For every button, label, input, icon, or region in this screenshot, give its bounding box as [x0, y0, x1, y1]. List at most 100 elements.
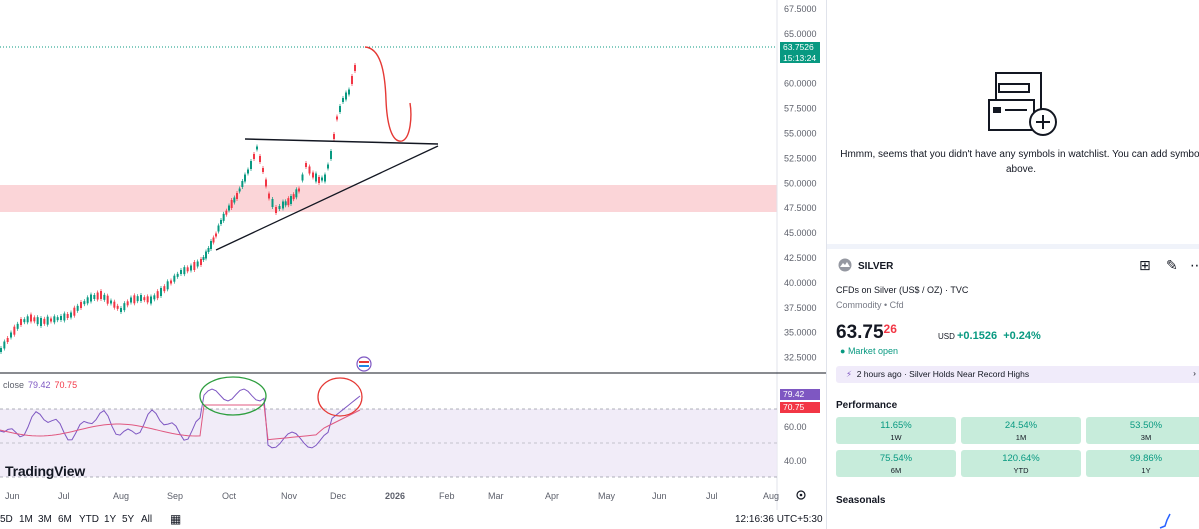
candle	[268, 193, 270, 199]
range-1y-button[interactable]: 1Y	[104, 514, 117, 525]
range-5y-button[interactable]: 5Y	[122, 514, 135, 525]
candle	[63, 313, 66, 321]
candle	[106, 295, 109, 304]
time-axis-label: Feb	[439, 491, 455, 501]
time-axis-label: Nov	[281, 491, 298, 501]
candle	[56, 317, 59, 321]
candle	[90, 294, 92, 302]
candle	[236, 193, 238, 199]
candle	[230, 200, 233, 208]
performance-cell-6m[interactable]: 75.54% 6M	[836, 450, 956, 477]
candle	[73, 307, 76, 316]
rsi-value-tag: 79.42	[780, 389, 820, 400]
candle	[86, 297, 89, 304]
candle	[354, 65, 356, 71]
chart-area[interactable]: 67.500065.000062.500060.000057.500055.00…	[0, 0, 826, 529]
countdown-tag: 15:13:24	[780, 53, 820, 63]
price-axis-label: 57.5000	[784, 104, 817, 114]
range-all-button[interactable]: All	[141, 514, 153, 525]
green-circle-drawing[interactable]	[199, 376, 267, 416]
more-icon[interactable]: ⋯	[1190, 257, 1199, 273]
rsi-axis-label: 40.00	[784, 456, 807, 466]
edit-icon[interactable]: ✎	[1166, 257, 1178, 273]
range-3m-button[interactable]: 3M	[38, 514, 52, 525]
candle	[130, 297, 132, 303]
grid-icon[interactable]: ⊞	[1139, 257, 1151, 273]
price-axis-label: 52.5000	[784, 153, 817, 163]
price-axis-label: 40.0000	[784, 278, 817, 288]
candle	[212, 237, 215, 243]
red-circle-drawing[interactable]	[317, 377, 363, 417]
candle	[292, 194, 295, 200]
candle	[156, 291, 159, 299]
candle	[220, 220, 222, 224]
time-axis-label: Dec	[330, 491, 347, 501]
candle	[36, 317, 39, 325]
candle	[351, 76, 353, 84]
rsi-legend-value: 79.42	[28, 380, 51, 390]
range-6m-button[interactable]: 6M	[58, 514, 72, 525]
candle	[136, 296, 139, 302]
range-1m-button[interactable]: 1M	[19, 514, 33, 525]
news-headline[interactable]: ⚡ 2 hours ago · Silver Holds Near Record…	[836, 366, 1199, 383]
candle	[40, 318, 42, 326]
tradingview-logo[interactable]: TradingView	[5, 463, 86, 479]
candle	[290, 196, 292, 204]
candle	[43, 318, 46, 324]
candle	[333, 134, 335, 139]
candle	[202, 257, 205, 260]
performance-cell-1w[interactable]: 11.65% 1W	[836, 417, 956, 444]
symbol-description[interactable]: CFDs on Silver (US$ / OZ) · TVC	[836, 285, 969, 295]
rsi-line	[0, 388, 361, 449]
candle	[23, 319, 26, 323]
performance-cell-3m[interactable]: 53.50% 3M	[1086, 417, 1199, 444]
performance-cell-1m[interactable]: 24.54% 1M	[961, 417, 1081, 444]
candle	[140, 295, 142, 301]
candle	[150, 296, 152, 304]
candle	[96, 292, 99, 300]
performance-cell-1y[interactable]: 99.86% 1Y	[1086, 450, 1199, 477]
price-axis-label: 32.5000	[784, 353, 817, 363]
range-5d-button[interactable]: 5D	[0, 514, 13, 525]
empty-watchlist-icon	[988, 72, 1057, 136]
candle	[265, 179, 267, 187]
time-axis-label: Mar	[488, 491, 504, 501]
candle	[315, 173, 317, 182]
performance-cell-ytd[interactable]: 120.64% YTD	[961, 450, 1081, 477]
candle	[207, 248, 210, 252]
calendar-icon[interactable]: ▦	[170, 512, 182, 526]
market-status: ● Market open	[840, 346, 898, 356]
candle	[166, 281, 169, 290]
rsi-ma-line	[0, 404, 361, 441]
clock-readout[interactable]: 12:16:36 UTC+5:30	[735, 514, 823, 525]
candle	[13, 326, 16, 335]
time-axis-label: Jun	[652, 491, 667, 501]
highlight-zone	[0, 185, 777, 212]
time-axis-label: Aug	[763, 491, 780, 501]
panel-divider[interactable]	[827, 244, 1199, 249]
projection-drawing[interactable]	[364, 46, 412, 142]
range-ytd-button[interactable]: YTD	[79, 514, 99, 525]
symbol-price: 63.7526	[836, 322, 897, 343]
candle	[183, 267, 186, 275]
candle	[30, 314, 32, 322]
candle	[262, 168, 264, 172]
time-axis-label: Jul	[706, 491, 718, 501]
candle	[228, 205, 230, 211]
rsi-legend[interactable]: close 79.42 70.75	[3, 380, 77, 390]
chevron-right-icon: ›	[1193, 368, 1196, 378]
price-axis-label: 67.5000	[784, 4, 817, 14]
price-change: +0.1526 +0.24%	[957, 330, 1041, 342]
chart-canvas[interactable]: 67.500065.000062.500060.000057.500055.00…	[0, 0, 826, 529]
triangle-top-line[interactable]	[244, 138, 439, 145]
symbol-name[interactable]: SILVER	[858, 261, 894, 272]
price-currency: USD	[938, 332, 955, 341]
candle	[180, 270, 182, 274]
triangle-bottom-line[interactable]	[215, 145, 439, 251]
candle	[298, 188, 300, 192]
last-price-tag: 63.7526	[780, 42, 820, 53]
settings-gear-icon[interactable]	[796, 490, 806, 500]
candle	[238, 188, 241, 192]
flag-icon[interactable]	[356, 356, 372, 372]
candle	[83, 301, 86, 305]
